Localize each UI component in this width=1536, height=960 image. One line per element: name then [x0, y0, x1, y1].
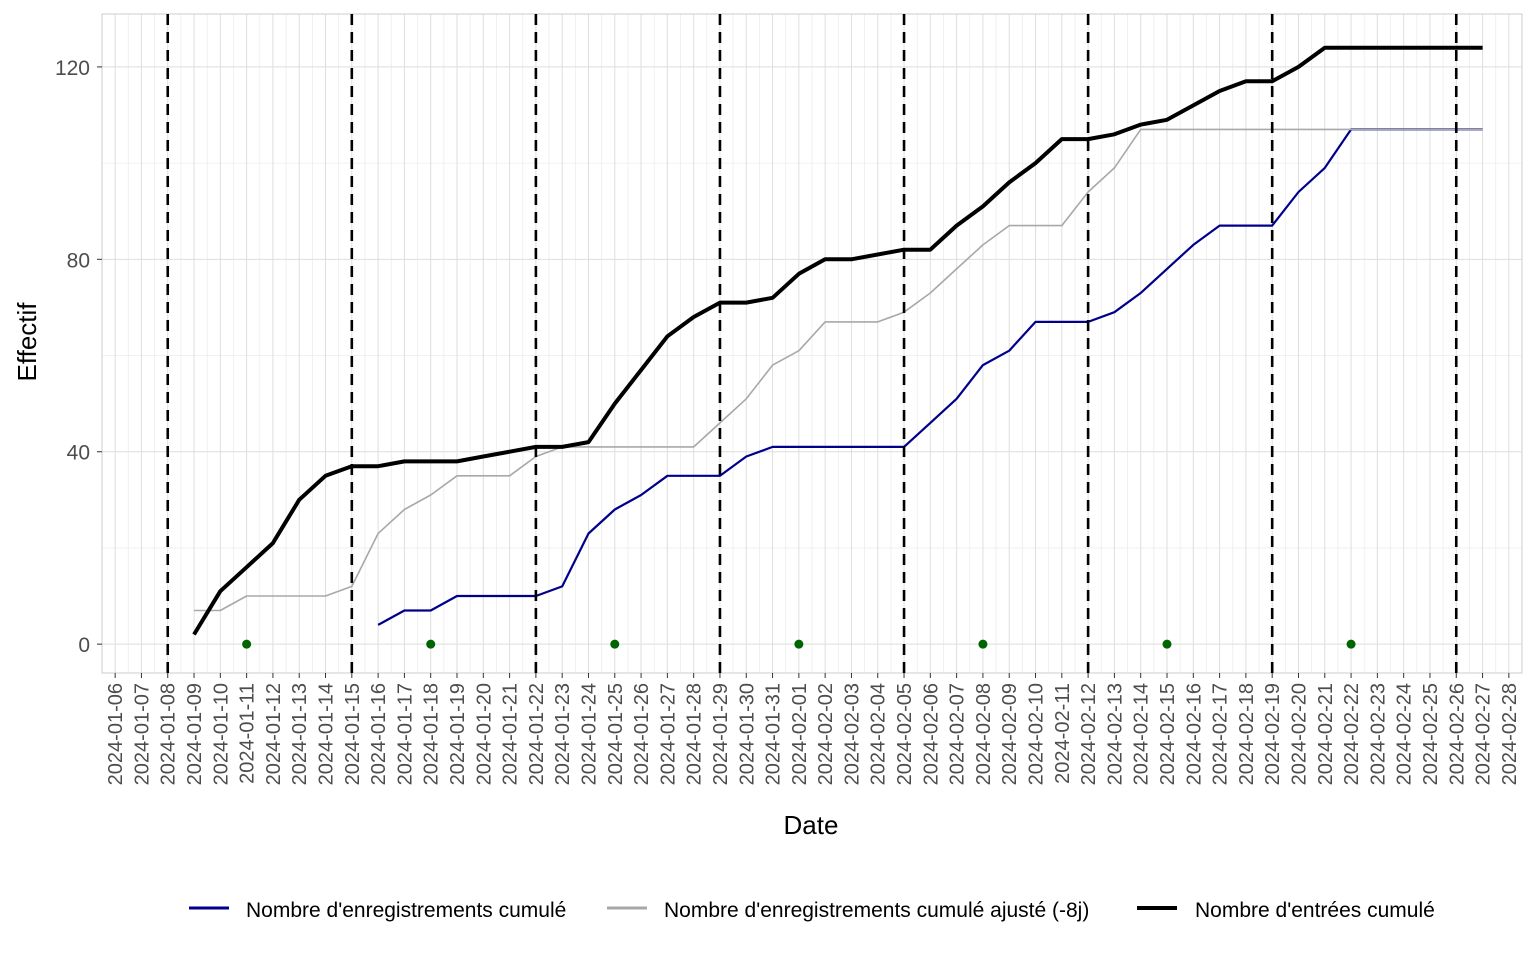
legend-label-entrees: Nombre d'entrées cumulé — [1195, 899, 1435, 922]
x-tick-label: 2024-01-09 — [184, 683, 206, 785]
x-tick-label: 2024-02-07 — [947, 683, 969, 785]
y-axis-ticks: 0 40 80 120 — [55, 57, 102, 657]
x-tick-label: 2024-02-18 — [1236, 683, 1258, 785]
x-tick-label: 2024-02-02 — [815, 683, 837, 785]
point-marker — [426, 639, 436, 649]
legend-label-ajuste: Nombre d'enregistrements cumulé ajusté (… — [664, 899, 1089, 922]
x-tick-label: 2024-02-05 — [894, 683, 916, 785]
x-tick-label: 2024-02-12 — [1078, 683, 1100, 785]
series-line-1 — [194, 128, 1483, 612]
x-tick-label: 2024-01-12 — [263, 683, 285, 785]
x-tick-label: 2024-02-04 — [868, 683, 890, 785]
x-tick-label: 2024-02-09 — [999, 683, 1021, 785]
x-axis-title: Date — [784, 810, 839, 840]
point-marker — [242, 639, 252, 649]
x-axis-ticks: 2024-01-06 2024-01-07 2024-01-08 2024-01-09… — [105, 673, 1521, 785]
y-tick-label: 40 — [67, 442, 90, 465]
x-tick-label: 2024-01-06 — [105, 683, 127, 785]
x-tick-label: 2024-02-21 — [1315, 683, 1337, 785]
x-tick-label: 2024-01-20 — [473, 683, 495, 785]
x-tick-label: 2024-01-23 — [552, 683, 574, 785]
x-tick-label: 2024-01-10 — [210, 683, 232, 785]
grid-minor — [102, 14, 1522, 673]
x-tick-label: 2024-01-16 — [368, 683, 390, 785]
x-tick-label: 2024-01-18 — [421, 683, 443, 785]
y-tick-label: 120 — [55, 57, 90, 80]
x-tick-label: 2024-02-26 — [1446, 683, 1468, 785]
x-tick-label: 2024-02-03 — [841, 683, 863, 785]
x-tick-label: 2024-02-10 — [1026, 683, 1048, 785]
x-tick-label: 2024-01-08 — [158, 683, 180, 785]
point-marker — [1346, 639, 1356, 649]
legend-item-entrees: Nombre d'entrées cumulé — [1137, 899, 1435, 922]
x-tick-label: 2024-02-15 — [1157, 683, 1179, 785]
x-tick-label: 2024-01-21 — [500, 683, 522, 785]
x-tick-label: 2024-02-23 — [1367, 683, 1389, 785]
x-tick-label: 2024-02-19 — [1262, 683, 1284, 785]
x-tick-label: 2024-02-24 — [1394, 683, 1416, 785]
legend: Nombre d'enregistrements cumulé Nombre d… — [189, 899, 1435, 922]
x-tick-label: 2024-02-11 — [1052, 683, 1074, 784]
x-tick-label: 2024-01-14 — [316, 683, 338, 785]
x-tick-label: 2024-01-22 — [526, 683, 548, 785]
x-tick-label: 2024-01-27 — [657, 683, 679, 785]
x-tick-label: 2024-02-01 — [789, 683, 811, 785]
x-tick-label: 2024-02-28 — [1499, 683, 1521, 785]
x-tick-label: 2024-02-22 — [1341, 683, 1363, 785]
x-tick-label: 2024-01-29 — [710, 683, 732, 785]
x-tick-label: 2024-02-06 — [920, 683, 942, 785]
series-line-2 — [192, 45, 1483, 636]
x-tick-label: 2024-01-31 — [763, 683, 785, 785]
series-line-0 — [377, 128, 1483, 626]
x-tick-label: 2024-02-14 — [1131, 683, 1153, 785]
x-tick-label: 2024-02-17 — [1210, 683, 1232, 785]
y-axis-title: Effectif — [12, 302, 42, 382]
x-tick-label: 2024-01-25 — [605, 683, 627, 785]
point-marker — [794, 639, 804, 649]
x-tick-label: 2024-01-11 — [237, 683, 259, 784]
point-layer — [242, 639, 1356, 649]
x-tick-label: 2024-01-17 — [394, 683, 416, 785]
x-tick-label: 2024-02-27 — [1473, 683, 1495, 785]
point-marker — [978, 639, 988, 649]
legend-item-enregistrements: Nombre d'enregistrements cumulé — [189, 899, 566, 922]
x-tick-label: 2024-02-13 — [1104, 683, 1126, 785]
x-tick-label: 2024-01-15 — [342, 683, 364, 785]
x-tick-label: 2024-01-24 — [578, 683, 600, 785]
point-marker — [610, 639, 620, 649]
vline-layer — [166, 14, 1458, 673]
x-tick-label: 2024-02-20 — [1288, 683, 1310, 785]
x-tick-label: 2024-01-30 — [736, 683, 758, 785]
x-tick-label: 2024-02-16 — [1183, 683, 1205, 785]
y-tick-label: 80 — [67, 249, 90, 272]
x-tick-label: 2024-02-25 — [1420, 683, 1442, 785]
x-tick-label: 2024-01-07 — [131, 683, 153, 785]
x-tick-label: 2024-01-13 — [289, 683, 311, 785]
x-tick-label: 2024-01-28 — [684, 683, 706, 785]
y-tick-label: 0 — [78, 634, 90, 657]
x-tick-label: 2024-02-08 — [973, 683, 995, 785]
x-tick-label: 2024-01-19 — [447, 683, 469, 785]
panel-border — [101, 13, 1523, 674]
point-marker — [1162, 639, 1172, 649]
series-layer — [192, 45, 1483, 636]
legend-item-ajuste: Nombre d'enregistrements cumulé ajusté (… — [607, 899, 1089, 922]
x-tick-label: 2024-01-26 — [631, 683, 653, 785]
legend-label-enregistrements: Nombre d'enregistrements cumulé — [246, 899, 566, 922]
